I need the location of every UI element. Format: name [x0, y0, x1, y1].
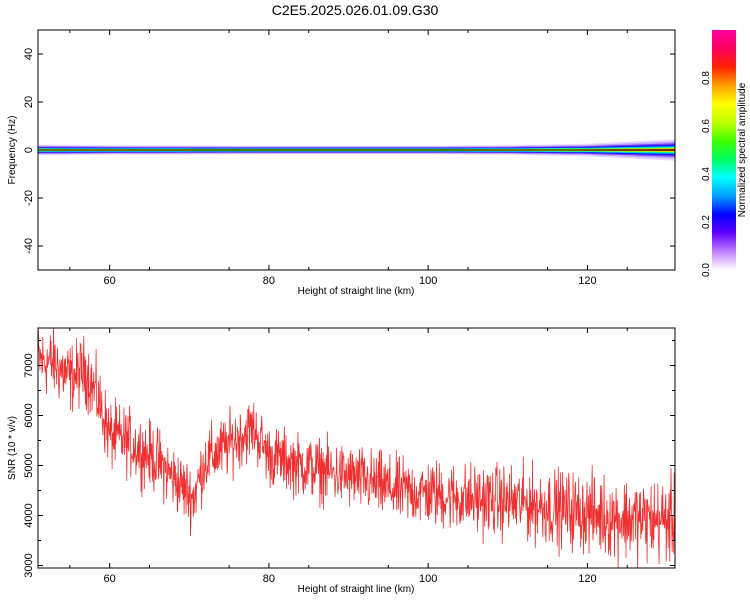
- spectrogram-marks: [38, 139, 675, 161]
- colorbar-label: Normalized spectral amplitude: [737, 82, 748, 217]
- snr-ytick-label: 6000: [23, 403, 35, 427]
- snr-panel: 60 80 100 120 3000 4000 5000 6000 7000 Height of…: [7, 327, 676, 595]
- spectrogram-panel: 60 80 100 120 40 20 0 -20 -40 Height of straight…: [7, 29, 676, 297]
- spectrogram-ytick-label: 0: [23, 147, 35, 153]
- colorbar: 0.0 0.2 0.4 0.6 0.8 Normalized spectral ampl…: [701, 30, 748, 277]
- spectrogram-xtick-label: 120: [578, 275, 596, 287]
- colorbar-tick-label: 0.8: [701, 71, 712, 85]
- spectrogram-ytick-label: -20: [23, 190, 35, 206]
- snr-series-line: [38, 328, 675, 568]
- colorbar-gradient: [712, 30, 736, 270]
- snr-frame: [37, 327, 676, 569]
- spectrogram-xlabel: Height of straight line (km): [298, 286, 415, 297]
- spectrogram-xtick-label: 100: [419, 275, 437, 287]
- spectrogram-ticks: 60 80 100 120 40 20 0 -20 -40: [23, 30, 675, 287]
- spectrogram-ytick-label: 20: [23, 96, 35, 108]
- snr-ytick-label: 3000: [23, 553, 35, 577]
- spectrogram-xtick-label: 60: [104, 275, 116, 287]
- spectrogram-ytick-label: 40: [23, 48, 35, 60]
- snr-ytick-label: 5000: [23, 453, 35, 477]
- snr-marks: [38, 328, 675, 568]
- snr-ticks: 60 80 100 120 3000 4000 5000 6000 7000: [23, 328, 675, 585]
- snr-xtick-label: 60: [104, 573, 116, 585]
- colorbar-tick-label: 0.0: [701, 263, 712, 277]
- spectrogram-ylabel: Frequency (Hz): [7, 116, 18, 185]
- snr-ytick-label: 4000: [23, 503, 35, 527]
- snr-xtick-label: 100: [419, 573, 437, 585]
- spectrogram-ytick-label: -40: [23, 238, 35, 254]
- snr-ytick-label: 7000: [23, 353, 35, 377]
- colorbar-ticks: 0.0 0.2 0.4 0.6 0.8: [701, 71, 712, 277]
- colorbar-tick-label: 0.4: [701, 167, 712, 181]
- snr-xlabel: Height of straight line (km): [298, 584, 415, 595]
- snr-xtick-label: 80: [263, 573, 275, 585]
- colorbar-tick-label: 0.2: [701, 215, 712, 229]
- spectrogram-xtick-label: 80: [263, 275, 275, 287]
- snr-xtick-label: 120: [578, 573, 596, 585]
- snr-ylabel: SNR (10 * v/v): [7, 416, 18, 480]
- figure-title: C2E5.2025.026.01.09.G30: [272, 2, 439, 18]
- colorbar-tick-label: 0.6: [701, 119, 712, 133]
